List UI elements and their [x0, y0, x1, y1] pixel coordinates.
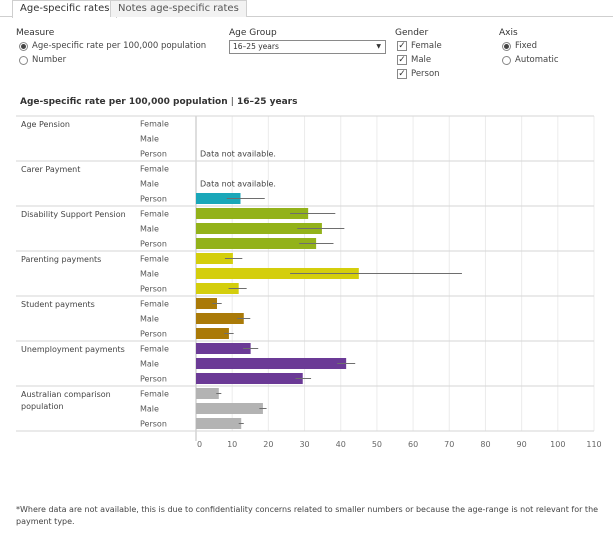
bar	[196, 253, 233, 264]
gender-label: Female	[140, 120, 169, 129]
age-group-selected-value: 16–25 years	[233, 42, 279, 51]
group-label: Disability Support Pension	[21, 210, 126, 219]
tab-bar: Age-specific rates Notes age-specific ra…	[0, 0, 613, 18]
gender-label: Female	[140, 165, 169, 174]
gender-label: Person	[140, 150, 167, 159]
bar	[196, 418, 242, 429]
x-tick-label: 60	[408, 440, 418, 449]
bar	[196, 283, 239, 294]
axis-option-fixed[interactable]: Fixed	[502, 41, 537, 51]
checkbox-checked-icon: ✓	[397, 68, 407, 79]
bar	[196, 373, 303, 384]
x-tick-label: 20	[263, 440, 273, 449]
gender-label: Female	[140, 345, 169, 354]
footnote: *Where data are not available, this is d…	[16, 505, 599, 526]
chart-title: Age-specific rate per 100,000 population…	[20, 97, 297, 107]
measure-option-number-label: Number	[32, 55, 67, 65]
bar	[196, 358, 347, 369]
x-tick-label: 70	[444, 440, 454, 449]
gender-label: Person	[140, 375, 167, 384]
gender-label: Female	[140, 300, 169, 309]
group-label: Age Pension	[21, 120, 70, 129]
bar	[196, 238, 317, 249]
x-tick-label: 0	[197, 440, 202, 449]
gender-label: Male	[140, 360, 159, 369]
bar	[196, 268, 359, 279]
measure-option-rate[interactable]: Age-specific rate per 100,000 population	[19, 41, 206, 51]
x-tick-label: 10	[227, 440, 237, 449]
checkbox-checked-icon: ✓	[397, 40, 407, 51]
age-group-select[interactable]: 16–25 years ▼	[229, 40, 386, 54]
not-available-label: Data not available.	[200, 150, 276, 159]
gender-label: Male	[140, 135, 159, 144]
gender-label: Male	[140, 225, 159, 234]
gender-label: Person	[140, 240, 167, 249]
bar	[196, 298, 217, 309]
measure-option-number[interactable]: Number	[19, 55, 66, 65]
gender-label: Person	[140, 330, 167, 339]
gender-title: Gender	[395, 28, 429, 38]
not-available-label: Data not available.	[200, 180, 276, 189]
gender-label: Male	[140, 270, 159, 279]
radio-unselected-icon	[502, 55, 511, 65]
bar	[196, 403, 263, 414]
x-tick-label: 100	[550, 440, 565, 449]
gender-label: Male	[140, 315, 159, 324]
group-label: Carer Payment	[21, 165, 80, 174]
gender-option-person[interactable]: ✓ Person	[397, 69, 440, 79]
radio-unselected-icon	[19, 55, 28, 65]
gender-label: Person	[140, 285, 167, 294]
axis-title: Axis	[499, 28, 518, 38]
x-tick-label: 90	[517, 440, 527, 449]
gender-option-female[interactable]: ✓ Female	[397, 41, 442, 51]
checkbox-checked-icon: ✓	[397, 54, 407, 65]
bar	[196, 388, 219, 399]
bar	[196, 223, 322, 234]
gender-label: Female	[140, 390, 169, 399]
chart-title-age: 16–25 years	[236, 97, 298, 107]
radio-selected-icon	[502, 41, 511, 51]
bar	[196, 343, 251, 354]
radio-selected-icon	[19, 41, 28, 51]
tab-notes-age-specific-rates[interactable]: Notes age-specific rates	[110, 0, 247, 17]
chart-title-separator: |	[230, 97, 234, 107]
x-tick-label: 30	[299, 440, 309, 449]
gender-label: Person	[140, 420, 167, 429]
x-tick-label: 40	[336, 440, 346, 449]
axis-option-automatic[interactable]: Automatic	[502, 55, 559, 65]
group-label: Unemployment payments	[21, 345, 125, 354]
group-label: population	[21, 402, 64, 411]
bar	[196, 328, 229, 339]
dropdown-arrow-icon: ▼	[376, 43, 381, 50]
age-group-title: Age Group	[229, 28, 277, 38]
gender-label: Female	[140, 255, 169, 264]
gender-label: Male	[140, 180, 159, 189]
group-label: Student payments	[21, 300, 95, 309]
bar	[196, 313, 244, 324]
gender-option-male-label: Male	[411, 55, 432, 65]
x-tick-label: 80	[480, 440, 490, 449]
gender-option-female-label: Female	[411, 41, 442, 51]
chart-title-measure: Age-specific rate per 100,000 population	[20, 97, 228, 107]
x-tick-label: 110	[586, 440, 601, 449]
gender-option-person-label: Person	[411, 69, 440, 79]
measure-option-rate-label: Age-specific rate per 100,000 population	[32, 41, 207, 51]
measure-title: Measure	[16, 28, 55, 38]
bar	[196, 208, 309, 219]
gender-label: Person	[140, 195, 167, 204]
axis-option-automatic-label: Automatic	[515, 55, 559, 65]
gender-label: Female	[140, 210, 169, 219]
gender-label: Male	[140, 405, 159, 414]
bar	[196, 193, 241, 204]
axis-option-fixed-label: Fixed	[515, 41, 538, 51]
group-label: Parenting payments	[21, 255, 101, 264]
gender-option-male[interactable]: ✓ Male	[397, 55, 431, 65]
x-tick-label: 50	[372, 440, 382, 449]
group-label: Australian comparison	[21, 390, 111, 399]
